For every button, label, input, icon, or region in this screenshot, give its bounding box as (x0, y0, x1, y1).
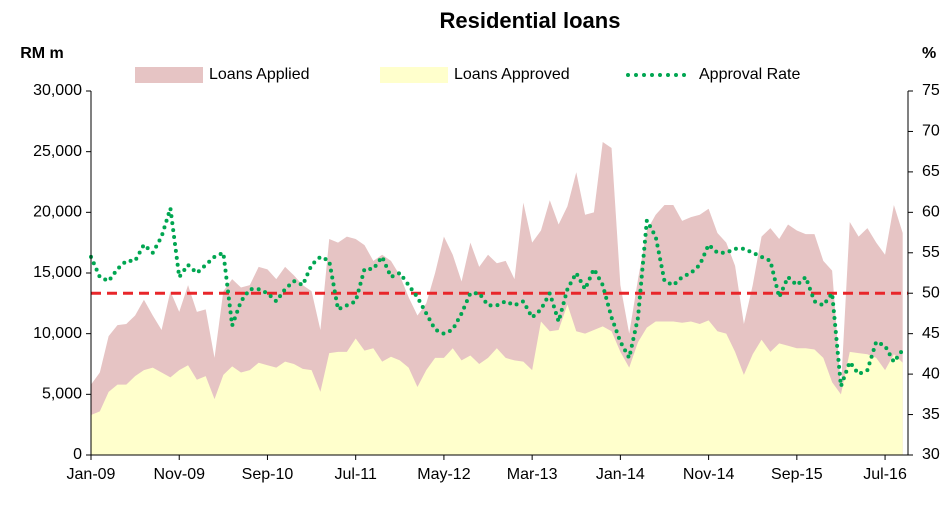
y2-tick-label: 50 (922, 284, 940, 301)
y2-tick-label: 30 (922, 446, 940, 463)
y2-tick-label: 60 (922, 204, 940, 221)
legend-swatch (135, 67, 203, 83)
legend-swatch (380, 67, 448, 83)
y2-tick-label: 40 (922, 365, 940, 382)
y-tick-label: 5,000 (42, 386, 82, 403)
chart-title: Residential loans (440, 8, 621, 33)
x-tick-label: Nov-09 (153, 466, 205, 483)
x-tick-label: Jan-09 (67, 466, 116, 483)
y2-tick-label: 65 (922, 163, 940, 180)
y-tick-label: 30,000 (33, 82, 82, 99)
x-tick-label: Sep-10 (242, 466, 294, 483)
y-tick-label: 0 (73, 446, 82, 463)
y-tick-label: 10,000 (33, 325, 82, 342)
y2-tick-label: 45 (922, 325, 940, 342)
y2-tick-label: 75 (922, 82, 940, 99)
y-tick-label: 15,000 (33, 264, 82, 281)
y2-tick-label: 35 (922, 406, 940, 423)
y-tick-label: 25,000 (33, 143, 82, 160)
legend-label: Approval Rate (699, 66, 800, 83)
x-tick-label: Jul-16 (863, 466, 907, 483)
legend-label: Loans Approved (454, 66, 570, 83)
x-tick-label: Nov-14 (683, 466, 735, 483)
y2-axis-label: % (922, 45, 936, 62)
line (89, 207, 905, 387)
x-tick-label: Jul-11 (334, 466, 376, 483)
y2-tick-label: 70 (922, 123, 940, 140)
area (91, 304, 903, 455)
x-tick-label: May-12 (417, 466, 470, 483)
y2-tick-label: 55 (922, 244, 940, 261)
legend-label: Loans Applied (209, 66, 310, 83)
x-tick-label: Sep-15 (771, 466, 823, 483)
y-tick-label: 20,000 (33, 204, 82, 221)
x-tick-label: Mar-13 (507, 466, 558, 483)
y-axis-label: RM m (20, 45, 64, 62)
x-tick-label: Jan-14 (596, 466, 645, 483)
